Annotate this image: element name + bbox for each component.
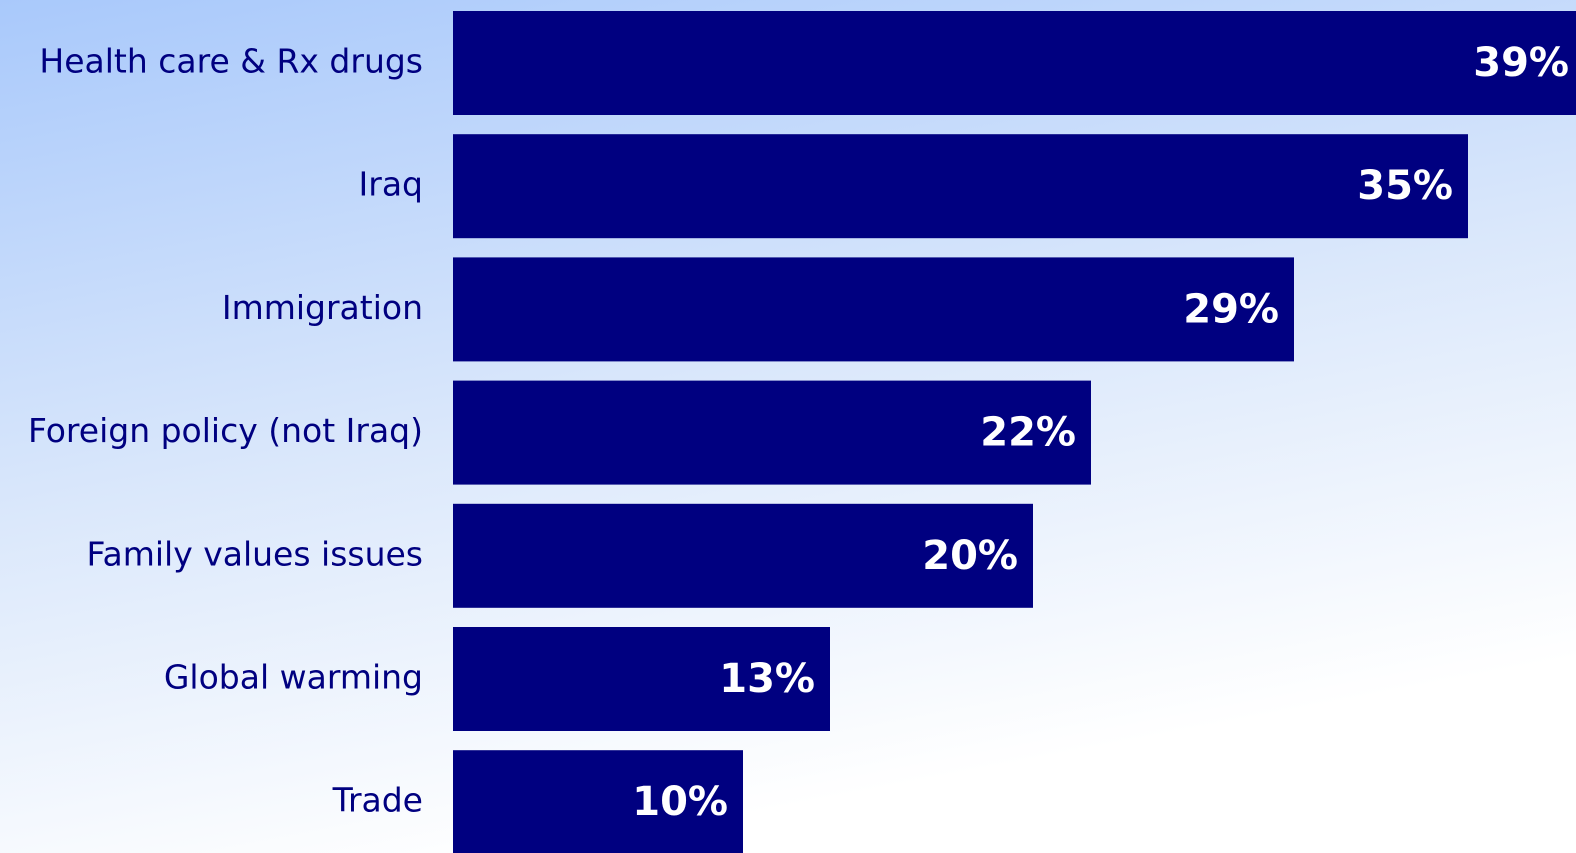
bar	[453, 627, 830, 731]
value-label: 39%	[1473, 40, 1569, 86]
category-label: Iraq	[359, 165, 423, 204]
value-label: 13%	[719, 656, 815, 702]
bar	[453, 503, 1033, 608]
bar	[453, 257, 1294, 362]
value-label: 22%	[980, 410, 1076, 456]
category-label: Family values issues	[87, 534, 423, 573]
value-label: 10%	[632, 779, 728, 825]
bar	[453, 134, 1468, 239]
category-label: Global warming	[164, 658, 423, 697]
category-label: Foreign policy (not Iraq)	[28, 411, 423, 450]
value-label: 29%	[1183, 286, 1279, 332]
value-label: 20%	[922, 533, 1018, 579]
bar	[453, 750, 743, 853]
category-label: Immigration	[222, 288, 423, 327]
value-label: 35%	[1357, 163, 1453, 209]
bar	[453, 11, 1576, 115]
bar	[453, 380, 1091, 485]
category-label: Trade	[332, 781, 423, 820]
category-label: Health care & Rx drugs	[39, 42, 423, 81]
